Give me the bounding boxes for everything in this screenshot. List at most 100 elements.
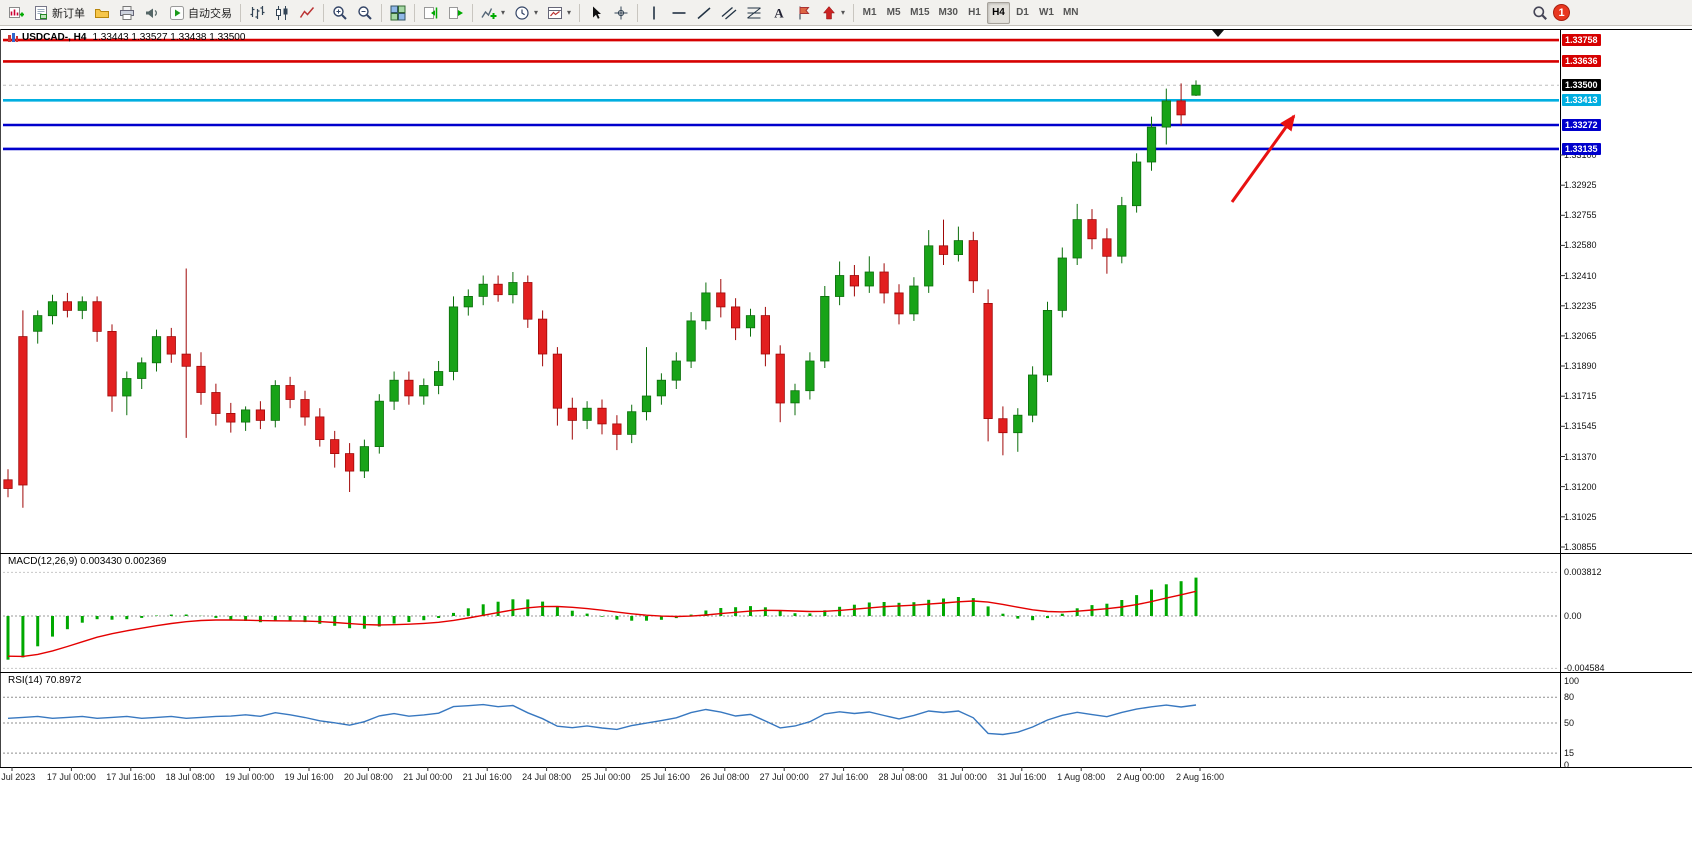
vline-icon — [646, 5, 662, 21]
candle — [552, 353, 563, 409]
arrows-button[interactable]: ▾ — [817, 2, 849, 24]
candle — [478, 283, 488, 297]
charts-button[interactable] — [90, 2, 114, 24]
candle — [953, 240, 964, 256]
line-chart-button[interactable] — [295, 2, 319, 24]
svg-text:A: A — [774, 5, 784, 20]
shift-icon — [423, 5, 439, 21]
price-scale-label: 1.31890 — [1564, 361, 1597, 372]
timeframe-mn[interactable]: MN — [1062, 7, 1079, 18]
notification-badge[interactable]: 1 — [1553, 4, 1570, 21]
time-label: 17 Jul 00:00 — [46, 772, 96, 782]
new-chart-button[interactable] — [4, 2, 28, 24]
fibonacci-button[interactable] — [742, 2, 766, 24]
candle — [1117, 205, 1127, 257]
horizontal-line-button[interactable] — [667, 2, 691, 24]
candle — [419, 385, 429, 397]
candle — [909, 285, 919, 315]
candle — [404, 379, 414, 397]
dropdown-arrow-icon[interactable]: ▾ — [567, 8, 572, 17]
candle — [315, 416, 325, 440]
trend-icon — [696, 5, 712, 21]
candle — [330, 439, 340, 455]
periods-button[interactable]: ▾ — [510, 2, 542, 24]
candle — [1176, 100, 1186, 116]
bid-price-label: 1.33500 — [1562, 79, 1601, 92]
candle — [1028, 374, 1038, 416]
candle — [285, 385, 295, 400]
price-scale-label: 1.31370 — [1564, 451, 1597, 462]
candle — [745, 315, 756, 329]
equidistant-channel-button[interactable] — [717, 2, 741, 24]
search-button[interactable] — [1528, 2, 1552, 24]
rsi-scale-label: 100 — [1564, 676, 1580, 686]
dropdown-arrow-icon[interactable]: ▾ — [841, 8, 846, 17]
auto-scroll-button[interactable] — [444, 2, 468, 24]
candle — [508, 282, 518, 296]
time-label: 19 Jul 00:00 — [225, 772, 275, 782]
macd-scale-label: 0.00 — [1564, 611, 1582, 621]
last-bar-marker-icon — [1212, 30, 1224, 37]
level-price-label[interactable]: 1.33413 — [1562, 94, 1601, 107]
level-price-label[interactable]: 1.33135 — [1562, 142, 1601, 155]
dropdown-arrow-icon[interactable]: ▾ — [534, 8, 539, 17]
indicators-button[interactable]: ▾ — [477, 2, 509, 24]
candle — [731, 306, 741, 329]
templates-button[interactable]: ▾ — [543, 2, 575, 24]
candle — [879, 271, 889, 294]
time-label: 25 Jul 00:00 — [581, 772, 631, 782]
trend-arrow-annotation[interactable] — [1230, 114, 1296, 203]
level-price-label[interactable]: 1.33636 — [1562, 55, 1601, 68]
timeframe-h4[interactable]: H4 — [986, 1, 1010, 24]
zoom-out-button[interactable] — [353, 2, 377, 24]
candle — [538, 318, 548, 355]
time-label: 28 Jul 08:00 — [878, 772, 928, 782]
candle — [62, 301, 73, 311]
rsi-header: RSI(14) 70.8972 — [8, 675, 81, 686]
timeframe-d1[interactable]: D1 — [1016, 7, 1029, 18]
time-label: 2 Aug 16:00 — [1175, 772, 1225, 782]
timeframe-m1[interactable]: M1 — [862, 7, 877, 18]
crosshair-button[interactable] — [609, 2, 633, 24]
time-label: 21 Jul 16:00 — [462, 772, 512, 782]
new-order-button[interactable]: 新订单 — [29, 2, 89, 24]
trendline-button[interactable] — [692, 2, 716, 24]
macd-header: MACD(12,26,9) 0.003430 0.002369 — [8, 556, 166, 567]
candle — [627, 411, 637, 435]
time-label: 31 Jul 16:00 — [997, 772, 1047, 782]
tile-windows-button[interactable] — [386, 2, 410, 24]
candle — [389, 379, 399, 402]
new-order-label: 新订单 — [52, 7, 85, 20]
cursor-button[interactable] — [584, 2, 608, 24]
timeframe-w1[interactable]: W1 — [1038, 7, 1054, 18]
candlestick-chart-button[interactable] — [270, 2, 294, 24]
candle — [716, 292, 726, 308]
timeframe-m30[interactable]: M30 — [938, 7, 958, 18]
shift-chart-end-button[interactable] — [419, 2, 443, 24]
dropdown-arrow-icon[interactable]: ▾ — [501, 8, 506, 17]
timeframe-m5[interactable]: M5 — [886, 7, 901, 18]
toolbar-separator — [637, 3, 639, 22]
level-price-label[interactable]: 1.33758 — [1562, 34, 1601, 47]
text-button[interactable]: A — [767, 2, 791, 24]
time-label: 24 Jul 08:00 — [522, 772, 572, 782]
auto-trading-button[interactable]: 自动交易 — [165, 2, 236, 24]
candle — [1087, 219, 1097, 240]
candle — [1161, 100, 1171, 128]
vertical-line-button[interactable] — [642, 2, 666, 24]
candle — [894, 292, 904, 315]
candle — [582, 407, 592, 421]
alerts-button[interactable] — [140, 2, 164, 24]
candle — [656, 379, 667, 397]
hline-icon — [671, 5, 687, 21]
timeframe-m15[interactable]: M15 — [910, 7, 930, 18]
bar-chart-button[interactable] — [245, 2, 269, 24]
text-label-button[interactable] — [792, 2, 816, 24]
print-button[interactable] — [115, 2, 139, 24]
level-price-label[interactable]: 1.33272 — [1562, 118, 1601, 131]
timeframe-h1[interactable]: H1 — [968, 7, 981, 18]
candle — [1013, 414, 1023, 434]
channel-icon — [721, 5, 737, 21]
zoom-in-button[interactable] — [328, 2, 352, 24]
candle — [240, 409, 251, 423]
